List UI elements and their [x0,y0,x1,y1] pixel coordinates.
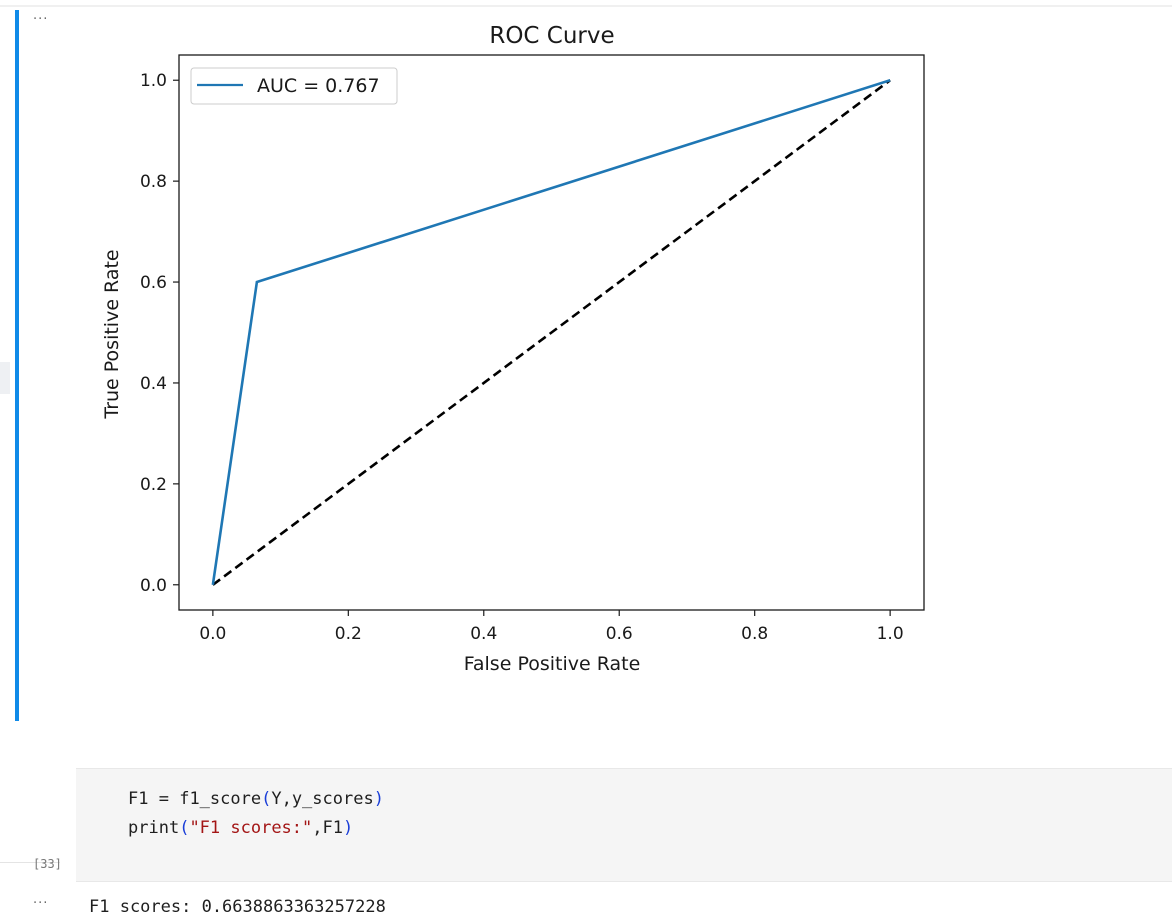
code-paren-open: ( [261,789,272,809]
y-tick-label: 0.0 [140,576,167,596]
legend: AUC = 0.767 [190,67,398,105]
ellipsis-icon[interactable]: ··· [33,896,49,911]
plot-frame [178,54,925,611]
chart-title: ROC Curve [489,23,614,49]
y-axis-label: True Positive Rate [101,249,123,419]
top-divider [0,5,1172,7]
gutter-mark [0,362,10,394]
ellipsis-icon[interactable]: ··· [33,12,49,27]
axis-ticks: 0.0 0.2 0.4 0.6 0.8 1.0 0.0 0.2 0.4 0.6 0.8 1.0 [140,71,904,644]
code-paren-close: ) [373,789,384,809]
series-layer [211,78,891,586]
code-args: Y,y_scores [271,789,374,809]
x-axis-label: False Positive Rate [464,653,641,675]
execution-count: [33] [33,857,62,871]
gutter-divider [0,862,60,863]
x-tick-label: 0.6 [606,624,633,644]
code-func: print [128,818,180,838]
code-string: "F1 scores:" [189,818,313,838]
roc-series-line [211,78,891,585]
code-line-2[interactable]: print("F1 scores:",F1) [128,818,353,838]
x-tick-label: 1.0 [877,624,904,644]
diagonal-reference-line [212,79,891,586]
code-paren-close: ) [342,818,354,838]
y-tick-label: 0.4 [140,374,167,394]
roc-chart: ROC Curve 0.0 0.2 0.4 0.6 0.8 1.0 0.0 0.2 0.4 0.6… [80,14,960,694]
code-paren-open: ( [179,818,190,838]
cell-output-text: F1 scores: 0.6638863363257228 [89,897,386,917]
chart-svg: ROC Curve 0.0 0.2 0.4 0.6 0.8 1.0 0.0 0.2 0.4 0.6… [101,23,925,675]
legend-box [190,67,398,105]
active-cell-indicator[interactable] [15,10,19,721]
x-tick-label: 0.2 [335,624,362,644]
y-tick-label: 0.2 [140,475,167,495]
y-tick-label: 0.6 [140,273,167,293]
y-tick-label: 0.8 [140,172,167,192]
legend-label: AUC = 0.767 [257,75,380,97]
x-tick-label: 0.0 [199,624,226,644]
code-operator: = [148,789,180,809]
x-tick-label: 0.8 [741,624,768,644]
code-line-1[interactable]: F1 = f1_score(Y,y_scores) [128,789,384,809]
code-cell[interactable]: F1 = f1_score(Y,y_scores) print("F1 scor… [76,768,1172,882]
code-args: ,F1 [312,818,343,838]
x-tick-label: 0.4 [470,624,497,644]
code-func: f1_score [179,789,262,809]
code-var: F1 [128,789,149,809]
y-tick-label: 1.0 [140,71,167,91]
